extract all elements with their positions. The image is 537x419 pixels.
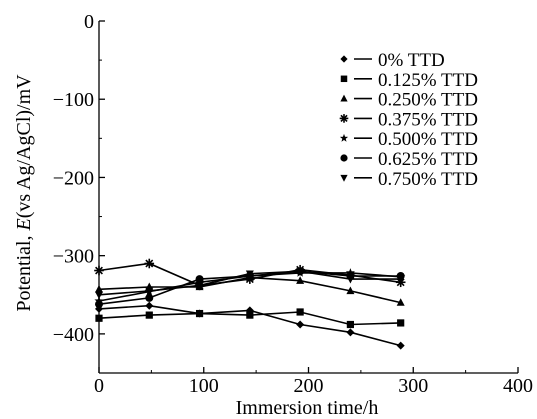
x-tick-label: 100 [189,375,219,397]
y-tick-label: −200 [53,167,94,189]
legend-label: 0.250% TTD [378,90,478,111]
asterisk-stroke [145,259,154,268]
legend-marker [339,133,349,142]
axes: 0 −100 −200 −300 −400 0 100 200 300 400 [53,11,533,397]
data-point [296,308,304,316]
y-axis-title-suffix: (vs Ag/AgCl)/mV [13,74,35,218]
data-point [145,287,154,296]
data-point [95,300,103,309]
legend-label: 0% TTD [378,50,445,71]
data-point [95,314,103,322]
series-1 [95,301,405,350]
legend-entry: 0.250% TTD [340,90,478,111]
x-tick-label: 0 [94,375,104,397]
x-tick-label: 300 [398,375,428,397]
legend-marker [340,174,348,182]
data-point [346,286,355,295]
data-point [95,284,103,293]
legend-marker [340,154,348,162]
legend-label: 0.750% TTD [378,169,478,190]
data-point [396,298,405,306]
data-point [195,282,204,290]
legend-marker [340,75,348,83]
y-axis-title-prefix: Potential, [13,231,35,312]
y-tick-label: −300 [53,246,94,268]
series-2 [95,308,405,329]
x-tick-label: 200 [294,375,324,397]
series-7 [95,268,405,300]
data-point [245,270,254,279]
data-point [95,291,103,300]
plot-area [94,258,406,350]
data-point [397,319,405,327]
legend-label: 0.375% TTD [378,109,478,130]
legend-label: 0.625% TTD [378,149,478,170]
legend-entry: 0% TTD [340,50,445,71]
legend-label: 0.500% TTD [378,129,478,150]
legend-marker [339,114,349,123]
data-point [346,320,354,329]
legend-entry: 0.500% TTD [339,129,478,150]
y-tick-label: −100 [53,89,94,111]
legend-label: 0.125% TTD [378,70,478,91]
data-point [195,309,204,318]
data-point [195,275,204,284]
data-point [94,265,104,276]
data-point [145,311,153,319]
data-point [296,268,305,276]
x-axis-title: Immersion time/h [236,397,379,419]
x-tick-label: 400 [503,375,533,397]
data-point [296,320,305,329]
y-tick-label: −400 [53,324,94,346]
data-point [346,275,355,284]
data-point [346,328,355,337]
y-tick-label: 0 [84,11,94,33]
data-point [246,311,254,319]
data-point [144,258,155,269]
data-point [396,341,405,350]
legend-entry: 0.750% TTD [340,169,478,190]
legend-marker [340,55,348,63]
legend-marker [340,94,348,102]
y-axis-title: Potential, E(vs Ag/AgCl)/mV [13,74,35,312]
data-point [296,276,305,284]
y-axis-title-symbol: E [13,218,35,231]
asterisk-stroke [340,114,348,123]
legend-entry: 0.625% TTD [340,149,478,170]
asterisk-stroke [95,266,103,275]
data-point [396,275,405,284]
data-point [145,293,154,302]
legend-entry: 0.375% TTD [339,109,478,130]
legend-entry: 0.125% TTD [340,70,478,91]
data-point [145,301,154,310]
